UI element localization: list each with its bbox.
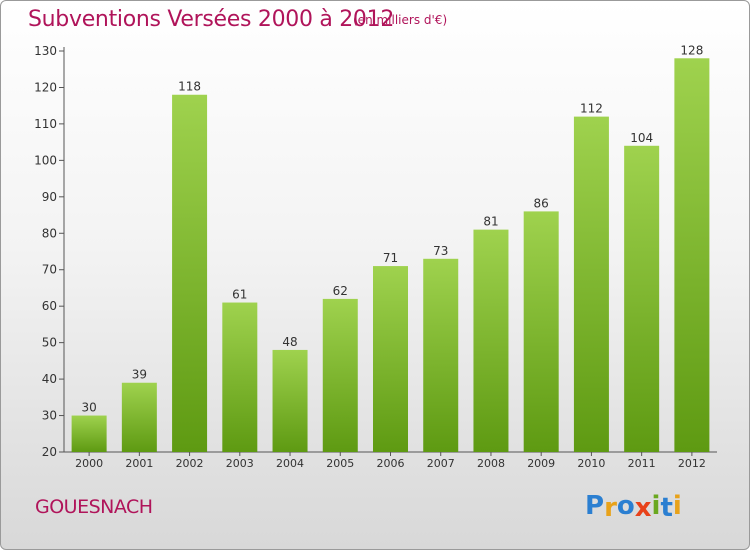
logo-letter: x: [634, 493, 652, 523]
bar-2012: [674, 58, 710, 453]
y-tick-label: 30: [42, 409, 57, 423]
y-tick-label: 50: [42, 336, 57, 350]
x-tick-label-2006: 2006: [377, 457, 405, 470]
bar-2001: [121, 382, 157, 452]
x-tick-label-2010: 2010: [577, 457, 605, 470]
x-tick-label-2009: 2009: [527, 457, 555, 470]
value-label-2011: 104: [630, 131, 653, 145]
city-name: GOUESNACH: [35, 496, 153, 518]
value-label-2007: 73: [433, 244, 448, 258]
value-label-2010: 112: [580, 102, 603, 116]
value-label-2001: 39: [132, 368, 147, 382]
bar-2009: [523, 211, 559, 452]
logo-letter: P: [585, 491, 605, 521]
x-tick-label-2003: 2003: [226, 457, 254, 470]
value-label-2004: 48: [282, 335, 297, 349]
x-tick-label-2007: 2007: [427, 457, 455, 470]
y-tick-label: 70: [42, 263, 57, 277]
value-label-2003: 61: [232, 288, 247, 302]
y-tick-label: 100: [34, 153, 57, 167]
value-label-2002: 118: [178, 80, 201, 94]
x-tick-label-2011: 2011: [628, 457, 656, 470]
y-tick-label: 80: [42, 226, 57, 240]
logo-letter: r: [604, 493, 617, 523]
bar-2003: [222, 302, 258, 452]
bar-2004: [272, 349, 308, 452]
y-tick-label: 40: [42, 372, 57, 386]
bar-2011: [624, 145, 660, 453]
x-tick-label-2005: 2005: [326, 457, 354, 470]
x-tick-label-2002: 2002: [176, 457, 204, 470]
bar-2000: [71, 415, 107, 452]
logo-letter: t: [660, 493, 673, 523]
value-label-2006: 71: [383, 251, 398, 265]
logo-letter: i: [672, 491, 682, 521]
bar-2006: [373, 266, 408, 452]
chart-title: Subventions Versées 2000 à 2012: [28, 7, 395, 32]
bar-2010: [573, 116, 609, 453]
value-label-2000: 30: [81, 401, 96, 415]
y-tick-label: 20: [42, 445, 57, 459]
y-tick-label: 110: [34, 117, 57, 131]
x-tick-label-2012: 2012: [678, 457, 706, 470]
bar-2007: [423, 258, 459, 452]
chart-subtitle: (en milliers d'€): [353, 13, 448, 27]
x-tick-label-2000: 2000: [75, 457, 103, 470]
x-tick-label-2001: 2001: [125, 457, 153, 470]
bar-2005: [322, 298, 358, 452]
y-tick-label: 120: [34, 80, 57, 94]
y-tick-label: 130: [34, 44, 57, 58]
proxiti-logo: Proxiti: [585, 491, 682, 523]
y-tick-label: 90: [42, 190, 57, 204]
value-label-2012: 128: [680, 43, 703, 57]
value-label-2009: 86: [534, 196, 549, 210]
logo-letter: o: [616, 491, 635, 521]
bar-2008: [473, 229, 509, 452]
value-label-2008: 81: [483, 215, 498, 229]
logo-letter: i: [651, 491, 661, 521]
value-label-2005: 62: [333, 284, 348, 298]
x-tick-label-2008: 2008: [477, 457, 505, 470]
x-tick-label-2004: 2004: [276, 457, 304, 470]
y-tick-label: 60: [42, 299, 57, 313]
bar-2002: [172, 94, 208, 452]
